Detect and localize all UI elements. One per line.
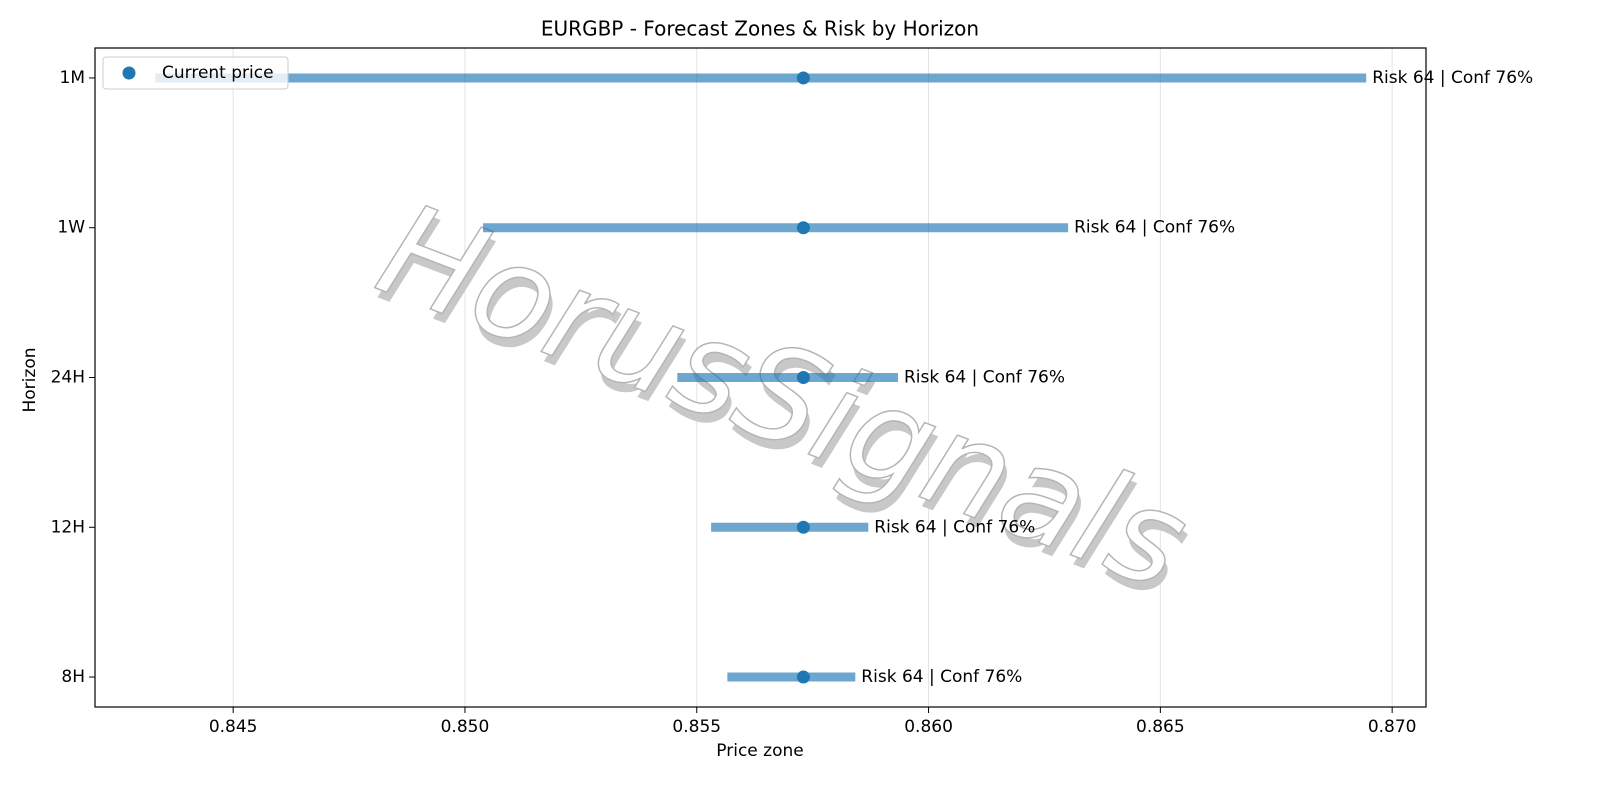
current-price-dot (796, 221, 810, 235)
legend-marker (122, 66, 136, 80)
legend-box (102, 56, 289, 90)
annotation: Risk 64 | Conf 76% (904, 368, 1065, 388)
annotation: Risk 64 | Conf 76% (861, 667, 1022, 687)
x-tick-label: 0.850 (441, 717, 490, 737)
legend: Current price (102, 56, 289, 90)
current-price-dot (796, 520, 810, 534)
watermark: HorusSignals (360, 173, 1206, 619)
y-tick-label: 1W (57, 218, 85, 238)
plot-frame (94, 47, 1427, 708)
y-tick-label: 8H (61, 667, 85, 687)
x-tick-label: 0.860 (904, 717, 953, 737)
annotation: Risk 64 | Conf 76% (874, 517, 1035, 537)
annotation: Risk 64 | Conf 76% (1074, 218, 1235, 238)
y-tick-label: 24H (51, 368, 85, 388)
current-price-dot (796, 670, 810, 684)
y-tick-label: 1M (60, 68, 85, 88)
y-axis-label: Horizon (20, 348, 40, 413)
x-tick-label: 0.865 (1136, 717, 1185, 737)
x-tick-label: 0.855 (672, 717, 721, 737)
x-axis-label: Price zone (716, 741, 803, 761)
current-price-dot (796, 371, 810, 384)
annotation: Risk 64 | Conf 76% (1372, 68, 1533, 88)
chart-title: EURGBP - Forecast Zones & Risk by Horizo… (541, 17, 979, 41)
x-tick-label: 0.845 (209, 717, 258, 737)
legend-label: Current price (162, 63, 274, 83)
current-price-dot (796, 71, 810, 85)
x-tick-label: 0.870 (1368, 717, 1417, 737)
y-tick-label: 12H (51, 517, 85, 537)
